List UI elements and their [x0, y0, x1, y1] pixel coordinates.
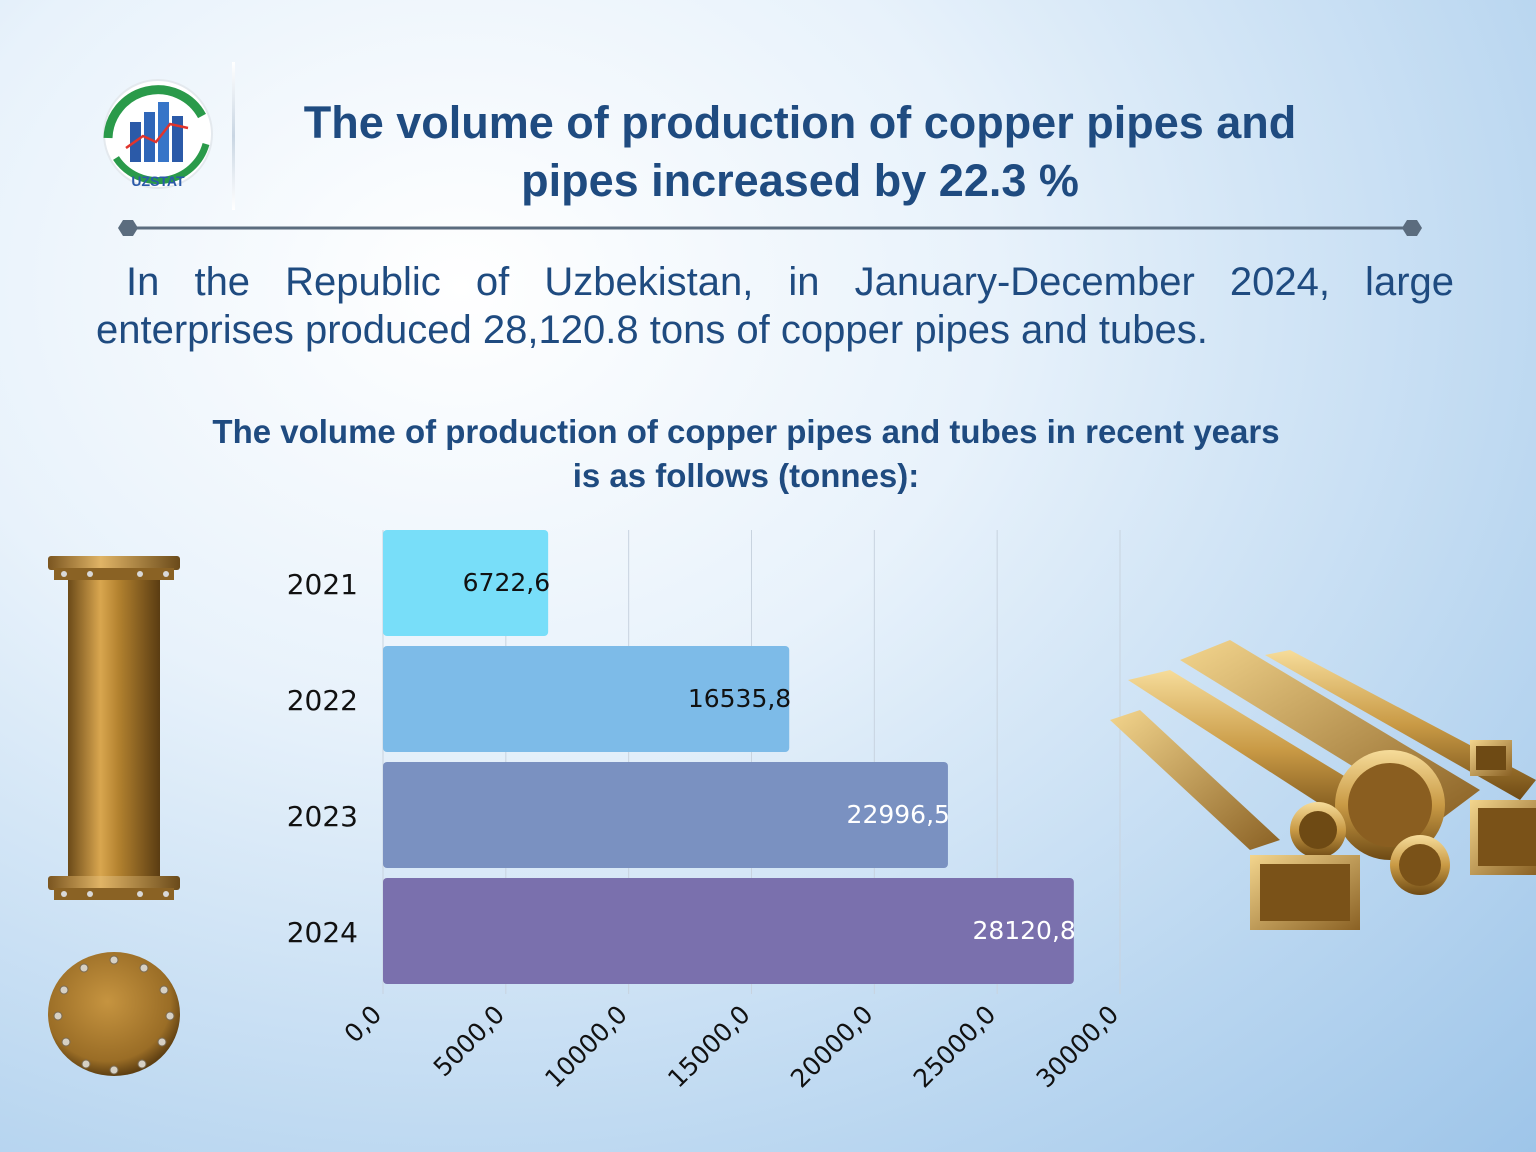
uzstat-logo: UZSTAT: [98, 78, 218, 194]
value-label: 16535,8: [688, 684, 791, 713]
lead-paragraph: In the Republic of Uzbekistan, in Januar…: [96, 260, 1454, 352]
pipe-flange-illustration: [48, 952, 180, 1076]
category-label: 2022: [287, 684, 358, 717]
x-tick-label: 20000,0: [785, 1000, 879, 1094]
category-label: 2024: [287, 916, 358, 949]
copper-pipe-illustration: [48, 556, 180, 900]
category-label: 2023: [287, 800, 358, 833]
page-title: The volume of production of copper pipes…: [250, 94, 1350, 210]
x-tick-label: 25000,0: [908, 1000, 1002, 1094]
x-tick-label: 15000,0: [662, 1000, 756, 1094]
bar-chart: 2021 6722,6 2022 16535,8 2023 22996,5 2024 2812…: [287, 530, 1125, 1094]
x-tick-label: 5000,0: [428, 1000, 510, 1082]
x-tick-label: 30000,0: [1031, 1000, 1125, 1094]
horizontal-rule: [118, 220, 1422, 236]
value-label: 28120,8: [972, 916, 1075, 945]
category-label: 2021: [287, 568, 358, 601]
value-label: 22996,5: [847, 800, 950, 829]
bar-2023: [383, 762, 948, 868]
bar-2022: [383, 646, 790, 752]
header-divider: [232, 62, 235, 210]
copper-tubes-illustration: [1110, 640, 1536, 930]
x-tick-label: 0,0: [339, 1000, 388, 1049]
x-tick-label: 10000,0: [539, 1000, 633, 1094]
page-title-line-2: pipes increased by 22.3 %: [521, 155, 1079, 206]
bar-2021: [383, 530, 549, 636]
logo-text: UZSTAT: [131, 173, 185, 189]
value-label: 6722,6: [463, 568, 550, 597]
page-title-line-1: The volume of production of copper pipes…: [303, 97, 1297, 148]
bar-2024: [383, 878, 1074, 984]
chart-title: The volume of production of copper pipes…: [212, 413, 1280, 494]
